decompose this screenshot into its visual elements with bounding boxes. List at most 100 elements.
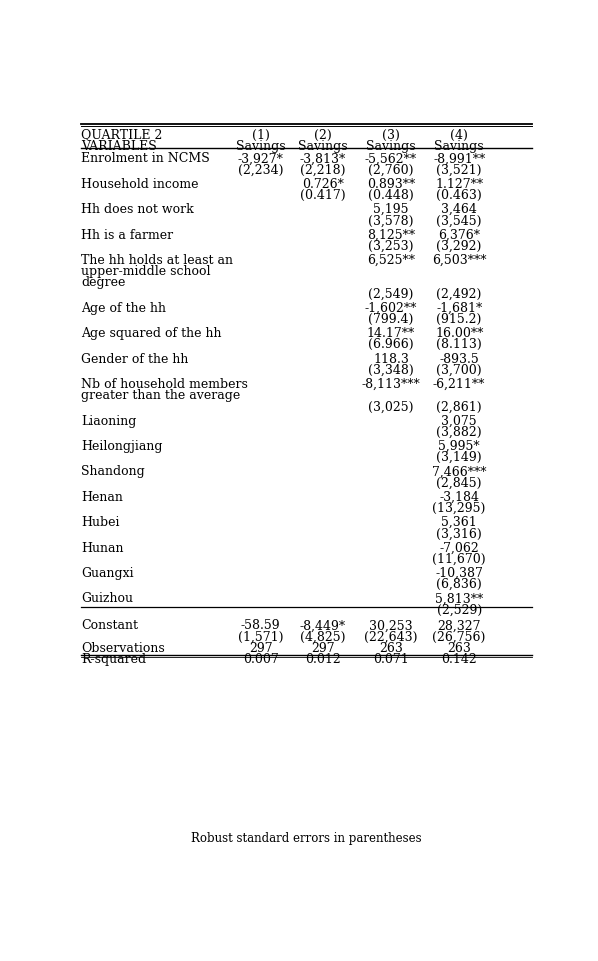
Text: (4,825): (4,825)	[300, 629, 346, 643]
Text: (3,316): (3,316)	[437, 527, 482, 540]
Text: (3,025): (3,025)	[368, 400, 414, 413]
Text: 3,464: 3,464	[441, 203, 477, 216]
Text: 0.726*: 0.726*	[302, 178, 344, 190]
Text: -10,387: -10,387	[435, 566, 483, 579]
Text: Liaoning: Liaoning	[81, 414, 136, 427]
Text: -58.59: -58.59	[241, 619, 280, 631]
Text: Hh does not work: Hh does not work	[81, 203, 194, 216]
Text: (2): (2)	[314, 129, 332, 141]
Text: 263: 263	[379, 641, 403, 654]
Text: 0.071: 0.071	[373, 653, 409, 665]
Text: Heilongjiang: Heilongjiang	[81, 439, 163, 453]
Text: -8,449*: -8,449*	[300, 619, 346, 631]
Text: R-squared: R-squared	[81, 653, 146, 665]
Text: 0.007: 0.007	[243, 653, 279, 665]
Text: 5,361: 5,361	[441, 516, 477, 529]
Text: (13,295): (13,295)	[432, 502, 486, 514]
Text: (2,218): (2,218)	[300, 163, 346, 177]
Text: (2,845): (2,845)	[437, 476, 482, 489]
Text: (0.448): (0.448)	[368, 188, 414, 202]
Text: (6.966): (6.966)	[368, 338, 414, 351]
Text: Shandong: Shandong	[81, 465, 145, 478]
Text: 5,195: 5,195	[373, 203, 408, 216]
Text: 8,125**: 8,125**	[367, 229, 415, 241]
Text: Hh is a farmer: Hh is a farmer	[81, 229, 173, 241]
Text: QUARTILE 2: QUARTILE 2	[81, 129, 162, 141]
Text: 297: 297	[311, 641, 334, 654]
Text: (3,348): (3,348)	[368, 363, 414, 377]
Text: Age of the hh: Age of the hh	[81, 302, 166, 314]
Text: 14.17**: 14.17**	[367, 327, 415, 340]
Text: Age squared of the hh: Age squared of the hh	[81, 327, 221, 340]
Text: Household income: Household income	[81, 178, 199, 190]
Text: (0.417): (0.417)	[300, 188, 346, 202]
Text: -7,062: -7,062	[440, 541, 479, 554]
Text: -8,113***: -8,113***	[362, 378, 420, 390]
Text: (3): (3)	[382, 129, 400, 141]
Text: (11,670): (11,670)	[432, 553, 486, 565]
Text: (799.4): (799.4)	[368, 312, 414, 326]
Text: 6,503***: 6,503***	[432, 254, 486, 267]
Text: Hubei: Hubei	[81, 516, 120, 529]
Text: (3,545): (3,545)	[437, 214, 482, 227]
Text: greater than the average: greater than the average	[81, 389, 240, 402]
Text: -1,681*: -1,681*	[436, 302, 482, 314]
Text: Constant: Constant	[81, 619, 138, 631]
Text: -3,184: -3,184	[439, 490, 479, 504]
Text: -3,927*: -3,927*	[238, 152, 283, 165]
Text: 0.012: 0.012	[305, 653, 341, 665]
Text: (6,836): (6,836)	[437, 578, 482, 591]
Text: The hh holds at least an: The hh holds at least an	[81, 254, 233, 267]
Text: (3,292): (3,292)	[437, 239, 482, 253]
Text: (8.113): (8.113)	[437, 338, 482, 351]
Text: (2,492): (2,492)	[437, 287, 482, 300]
Text: 28,327: 28,327	[437, 619, 481, 631]
Text: 297: 297	[249, 641, 273, 654]
Text: (0.463): (0.463)	[437, 188, 482, 202]
Text: 5,995*: 5,995*	[438, 439, 480, 453]
Text: 1.127**: 1.127**	[435, 178, 483, 190]
Text: 16.00**: 16.00**	[435, 327, 483, 340]
Text: Hunan: Hunan	[81, 541, 123, 554]
Text: Observations: Observations	[81, 641, 164, 654]
Text: -893.5: -893.5	[440, 353, 479, 365]
Text: upper-middle school: upper-middle school	[81, 265, 210, 278]
Text: (3,578): (3,578)	[368, 214, 414, 227]
Text: Nb of household members: Nb of household members	[81, 378, 248, 390]
Text: 6,525**: 6,525**	[367, 254, 415, 267]
Text: (1): (1)	[252, 129, 270, 141]
Text: 118.3: 118.3	[373, 353, 409, 365]
Text: Gender of the hh: Gender of the hh	[81, 353, 188, 365]
Text: -5,562**: -5,562**	[365, 152, 417, 165]
Text: Savings: Savings	[236, 139, 286, 153]
Text: Guangxi: Guangxi	[81, 566, 133, 579]
Text: -3,813*: -3,813*	[300, 152, 346, 165]
Text: Savings: Savings	[434, 139, 484, 153]
Text: (1,571): (1,571)	[238, 629, 283, 643]
Text: 5,813**: 5,813**	[435, 592, 483, 604]
Text: Savings: Savings	[298, 139, 347, 153]
Text: (2,760): (2,760)	[368, 163, 414, 177]
Text: 0.893**: 0.893**	[367, 178, 415, 190]
Text: VARIABLES: VARIABLES	[81, 139, 157, 153]
Text: (2,861): (2,861)	[437, 400, 482, 413]
Text: Enrolment in NCMS: Enrolment in NCMS	[81, 152, 210, 165]
Text: Robust standard errors in parentheses: Robust standard errors in parentheses	[191, 831, 422, 845]
Text: (22,643): (22,643)	[364, 629, 417, 643]
Text: 30,253: 30,253	[369, 619, 413, 631]
Text: Henan: Henan	[81, 490, 123, 504]
Text: -1,602**: -1,602**	[365, 302, 417, 314]
Text: (3,253): (3,253)	[368, 239, 414, 253]
Text: (3,700): (3,700)	[437, 363, 482, 377]
Text: (915.2): (915.2)	[437, 312, 482, 326]
Text: (4): (4)	[450, 129, 468, 141]
Text: -8,991**: -8,991**	[433, 152, 485, 165]
Text: 3,075: 3,075	[441, 414, 477, 427]
Text: Savings: Savings	[366, 139, 416, 153]
Text: (2,549): (2,549)	[368, 287, 414, 300]
Text: -6,211**: -6,211**	[433, 378, 486, 390]
Text: 0.142: 0.142	[441, 653, 477, 665]
Text: degree: degree	[81, 276, 126, 289]
Text: (3,149): (3,149)	[437, 451, 482, 463]
Text: 263: 263	[447, 641, 471, 654]
